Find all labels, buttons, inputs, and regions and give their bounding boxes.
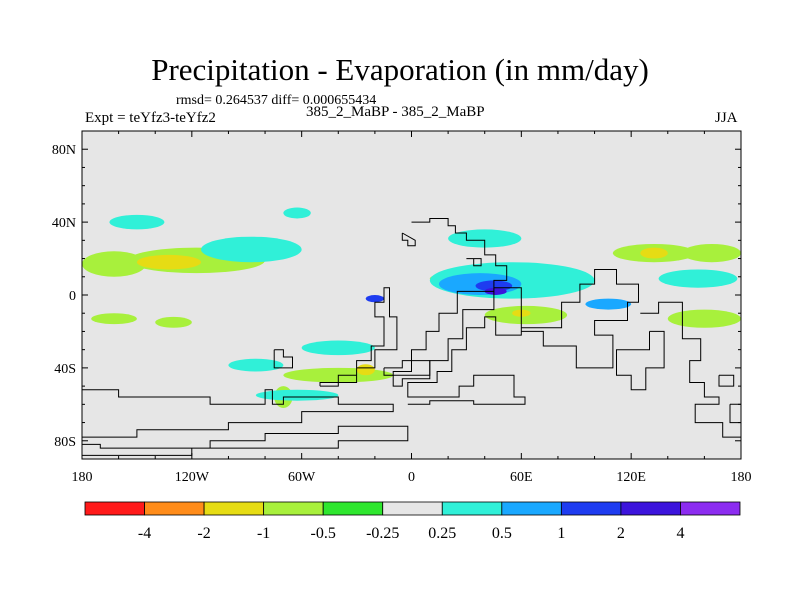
colorbar-label-3: -0.5 bbox=[311, 525, 336, 542]
contour-region-23 bbox=[255, 389, 339, 401]
colorbar-swatch-3 bbox=[263, 501, 324, 516]
contour-region-14 bbox=[667, 309, 742, 328]
contour-region-28 bbox=[365, 295, 385, 303]
colorbar-label-9: 4 bbox=[676, 525, 684, 542]
coastline-6 bbox=[273, 349, 293, 369]
contour-region-17 bbox=[283, 207, 311, 219]
coastline-8 bbox=[401, 232, 416, 247]
y-tick-label-4: 80S bbox=[54, 435, 76, 450]
x-tick-label-5: 120E bbox=[616, 470, 646, 485]
contour-region-6 bbox=[356, 364, 375, 376]
y-tick-label-2: 0 bbox=[69, 289, 76, 304]
coastline-4 bbox=[640, 301, 741, 438]
coastline-7 bbox=[383, 360, 431, 376]
x-tick-label-3: 0 bbox=[408, 470, 415, 485]
x-tick-label-0: 180 bbox=[72, 470, 93, 485]
colorbar-swatch-0 bbox=[84, 501, 145, 516]
experiment-label: Expt = teYfz3-teYfz2 bbox=[85, 110, 216, 126]
colorbar-swatch-10 bbox=[680, 501, 741, 516]
colorbar-swatch-7 bbox=[501, 501, 562, 516]
case-label: 385_2_MaBP - 385_2_MaBP bbox=[306, 104, 485, 120]
colorbar-label-7: 1 bbox=[557, 525, 565, 542]
x-tick-label-4: 60E bbox=[510, 470, 533, 485]
coastline-9 bbox=[466, 258, 482, 267]
colorbar-swatch-5 bbox=[382, 501, 443, 516]
coastline-5 bbox=[616, 330, 665, 391]
y-tick-label-0: 80N bbox=[52, 143, 76, 158]
colorbar-label-4: -0.25 bbox=[366, 525, 399, 542]
colorbar-label-0: -4 bbox=[138, 525, 151, 542]
coastline-10 bbox=[718, 374, 735, 387]
season-label: JJA bbox=[715, 110, 738, 126]
contour-region-2 bbox=[136, 254, 201, 270]
contour-region-3 bbox=[91, 313, 137, 325]
x-tick-label-2: 60W bbox=[288, 470, 316, 485]
colorbar-swatch-4 bbox=[322, 501, 384, 516]
contour-region-22 bbox=[658, 269, 738, 288]
colorbar-label-8: 2 bbox=[617, 525, 625, 542]
coastline-2 bbox=[319, 287, 398, 387]
colorbar-label-2: -1 bbox=[257, 525, 270, 542]
x-tick-label-6: 180 bbox=[731, 470, 752, 485]
colorbar-swatch-9 bbox=[620, 501, 681, 516]
x-tick-label-1: 120W bbox=[175, 470, 210, 485]
coastline-1 bbox=[82, 425, 409, 456]
colorbar-label-1: -2 bbox=[197, 525, 210, 542]
colorbar-swatch-6 bbox=[441, 501, 503, 516]
contour-region-15 bbox=[200, 236, 302, 263]
contour-region-25 bbox=[585, 298, 632, 310]
contour-region-13 bbox=[682, 243, 741, 263]
colorbar-swatch-8 bbox=[560, 501, 622, 516]
contour-region-4 bbox=[155, 316, 192, 328]
contour-region-27 bbox=[484, 287, 507, 295]
plot-background bbox=[82, 131, 741, 459]
contour-region-12 bbox=[640, 247, 668, 259]
colorbar-swatch-1 bbox=[144, 501, 205, 516]
coastline-3 bbox=[392, 218, 639, 405]
y-tick-label-1: 40N bbox=[52, 216, 76, 231]
stats-line: rmsd= 0.264537 diff= 0.000655434 bbox=[176, 93, 377, 108]
coastline-0 bbox=[82, 389, 394, 438]
contour-region-18 bbox=[301, 340, 375, 356]
chart-title: Precipitation - Evaporation (in mm/day) bbox=[151, 52, 649, 87]
colorbar-swatch-2 bbox=[203, 501, 265, 516]
y-tick-label-3: 40S bbox=[54, 362, 76, 377]
contour-region-16 bbox=[109, 214, 165, 230]
contour-region-19 bbox=[228, 358, 284, 372]
colorbar-label-6: 0.5 bbox=[492, 525, 512, 542]
colorbar-label-5: 0.25 bbox=[428, 525, 456, 542]
